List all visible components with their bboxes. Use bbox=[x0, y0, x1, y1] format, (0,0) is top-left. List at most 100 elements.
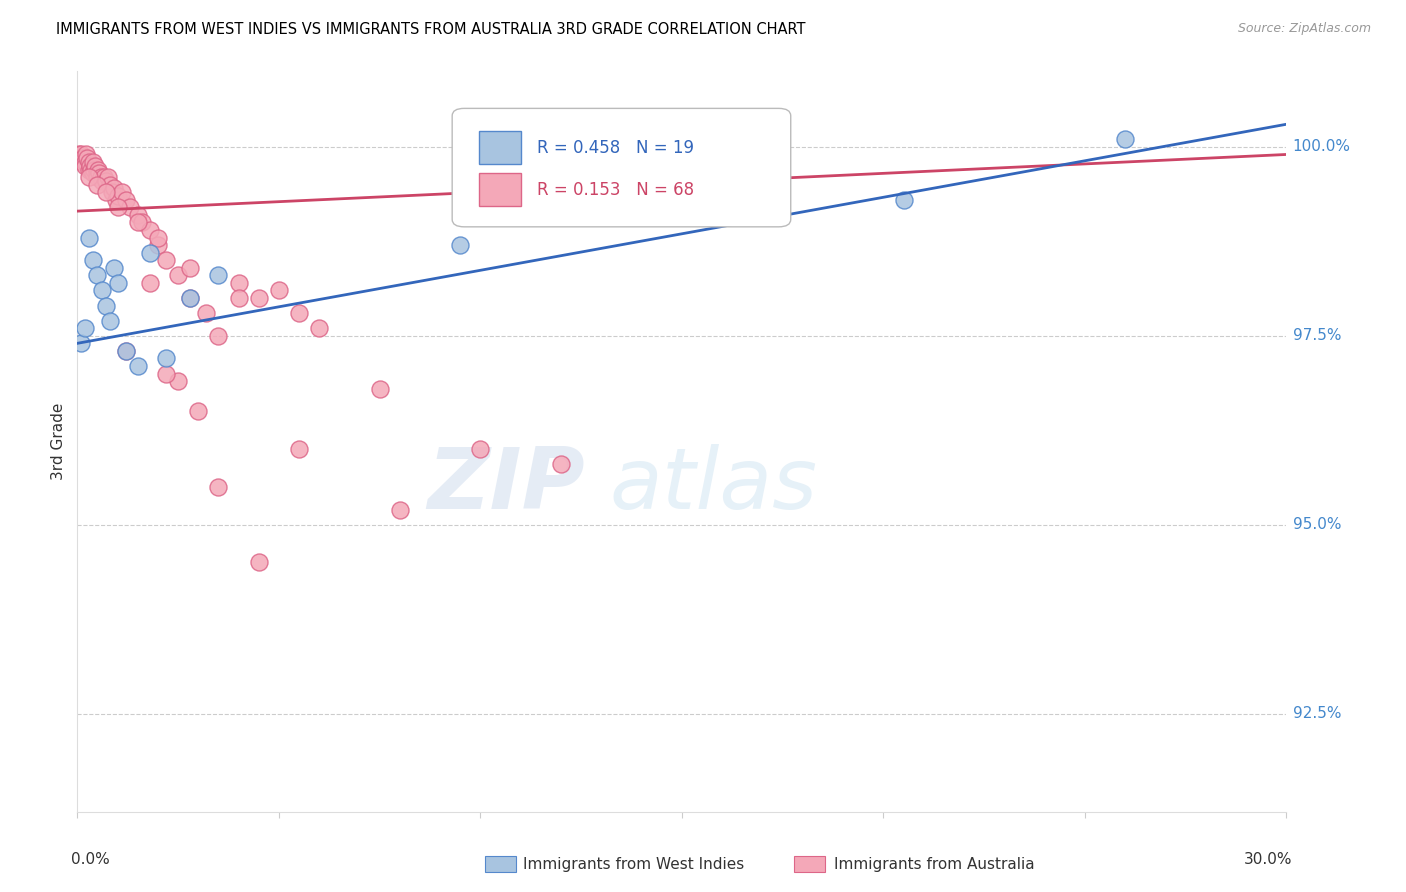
Point bbox=[155, 253, 177, 268]
Bar bbox=[479, 173, 522, 206]
Point bbox=[207, 268, 229, 283]
FancyBboxPatch shape bbox=[453, 108, 790, 227]
Point bbox=[267, 284, 290, 298]
Point bbox=[98, 313, 121, 327]
Point bbox=[139, 223, 162, 237]
Point bbox=[179, 291, 201, 305]
Point bbox=[127, 359, 149, 373]
Point bbox=[550, 457, 572, 471]
Point bbox=[288, 442, 311, 456]
Text: Immigrants from Australia: Immigrants from Australia bbox=[834, 857, 1035, 871]
Point bbox=[100, 186, 122, 200]
Point bbox=[107, 200, 129, 214]
Point bbox=[87, 162, 110, 177]
Y-axis label: 3rd Grade: 3rd Grade bbox=[51, 403, 66, 480]
Point bbox=[75, 147, 97, 161]
Point bbox=[96, 170, 118, 185]
Point bbox=[228, 276, 250, 290]
Point bbox=[73, 155, 96, 169]
Point bbox=[449, 238, 471, 252]
Point bbox=[131, 215, 153, 229]
Point bbox=[94, 174, 117, 188]
Point bbox=[146, 238, 169, 252]
Text: Source: ZipAtlas.com: Source: ZipAtlas.com bbox=[1237, 22, 1371, 36]
Point bbox=[76, 151, 98, 165]
Point bbox=[247, 291, 270, 305]
Text: R = 0.458   N = 19: R = 0.458 N = 19 bbox=[537, 138, 693, 157]
Point bbox=[107, 189, 129, 203]
Point bbox=[114, 343, 136, 358]
Point bbox=[207, 480, 229, 494]
Point bbox=[70, 147, 93, 161]
Point bbox=[139, 276, 162, 290]
Point bbox=[82, 166, 104, 180]
Point bbox=[247, 556, 270, 570]
Point bbox=[103, 260, 125, 275]
Point bbox=[368, 382, 391, 396]
Point bbox=[308, 321, 330, 335]
Text: ZIP: ZIP bbox=[427, 444, 585, 527]
Point bbox=[893, 193, 915, 207]
Point bbox=[72, 151, 94, 165]
Point bbox=[70, 336, 93, 351]
Text: 30.0%: 30.0% bbox=[1244, 853, 1292, 867]
Text: IMMIGRANTS FROM WEST INDIES VS IMMIGRANTS FROM AUSTRALIA 3RD GRADE CORRELATION C: IMMIGRANTS FROM WEST INDIES VS IMMIGRANT… bbox=[56, 22, 806, 37]
Point bbox=[83, 162, 105, 177]
Point bbox=[84, 159, 107, 173]
Point bbox=[86, 170, 108, 185]
Text: Immigrants from West Indies: Immigrants from West Indies bbox=[523, 857, 744, 871]
Point bbox=[1114, 132, 1136, 146]
Point bbox=[82, 155, 104, 169]
Point bbox=[70, 155, 93, 169]
Point bbox=[90, 284, 112, 298]
Point bbox=[94, 186, 117, 200]
Point bbox=[114, 343, 136, 358]
Point bbox=[139, 245, 162, 260]
Point bbox=[155, 351, 177, 366]
Point bbox=[146, 230, 169, 244]
Point bbox=[79, 155, 101, 169]
Point bbox=[470, 442, 492, 456]
Point bbox=[98, 178, 121, 192]
Point bbox=[80, 162, 103, 177]
Point bbox=[77, 162, 100, 177]
Text: 92.5%: 92.5% bbox=[1292, 706, 1341, 721]
Text: atlas: atlas bbox=[609, 444, 817, 527]
Point bbox=[75, 321, 97, 335]
Text: R = 0.153   N = 68: R = 0.153 N = 68 bbox=[537, 181, 695, 199]
Point bbox=[167, 374, 190, 388]
Point bbox=[118, 200, 141, 214]
Point bbox=[127, 215, 149, 229]
Bar bbox=[479, 130, 522, 164]
Point bbox=[179, 260, 201, 275]
Point bbox=[127, 208, 149, 222]
Point bbox=[93, 170, 115, 185]
Point bbox=[107, 276, 129, 290]
Point bbox=[103, 181, 125, 195]
Point bbox=[104, 193, 127, 207]
Point bbox=[94, 299, 117, 313]
Point bbox=[79, 159, 101, 173]
Point bbox=[114, 193, 136, 207]
Text: 97.5%: 97.5% bbox=[1292, 328, 1341, 343]
Point bbox=[86, 178, 108, 192]
Point bbox=[228, 291, 250, 305]
Point bbox=[195, 306, 218, 320]
Point bbox=[179, 291, 201, 305]
Point bbox=[207, 328, 229, 343]
Point bbox=[69, 151, 91, 165]
Point bbox=[90, 174, 112, 188]
Point bbox=[86, 268, 108, 283]
Point bbox=[90, 170, 112, 185]
Point bbox=[288, 306, 311, 320]
Text: 0.0%: 0.0% bbox=[72, 853, 110, 867]
Point bbox=[167, 268, 190, 283]
Point bbox=[75, 159, 97, 173]
Point bbox=[67, 147, 90, 161]
Text: 100.0%: 100.0% bbox=[1292, 139, 1351, 154]
Point bbox=[187, 404, 209, 418]
Point bbox=[388, 502, 411, 516]
Point bbox=[86, 166, 108, 180]
Point bbox=[82, 253, 104, 268]
Point bbox=[89, 166, 111, 180]
